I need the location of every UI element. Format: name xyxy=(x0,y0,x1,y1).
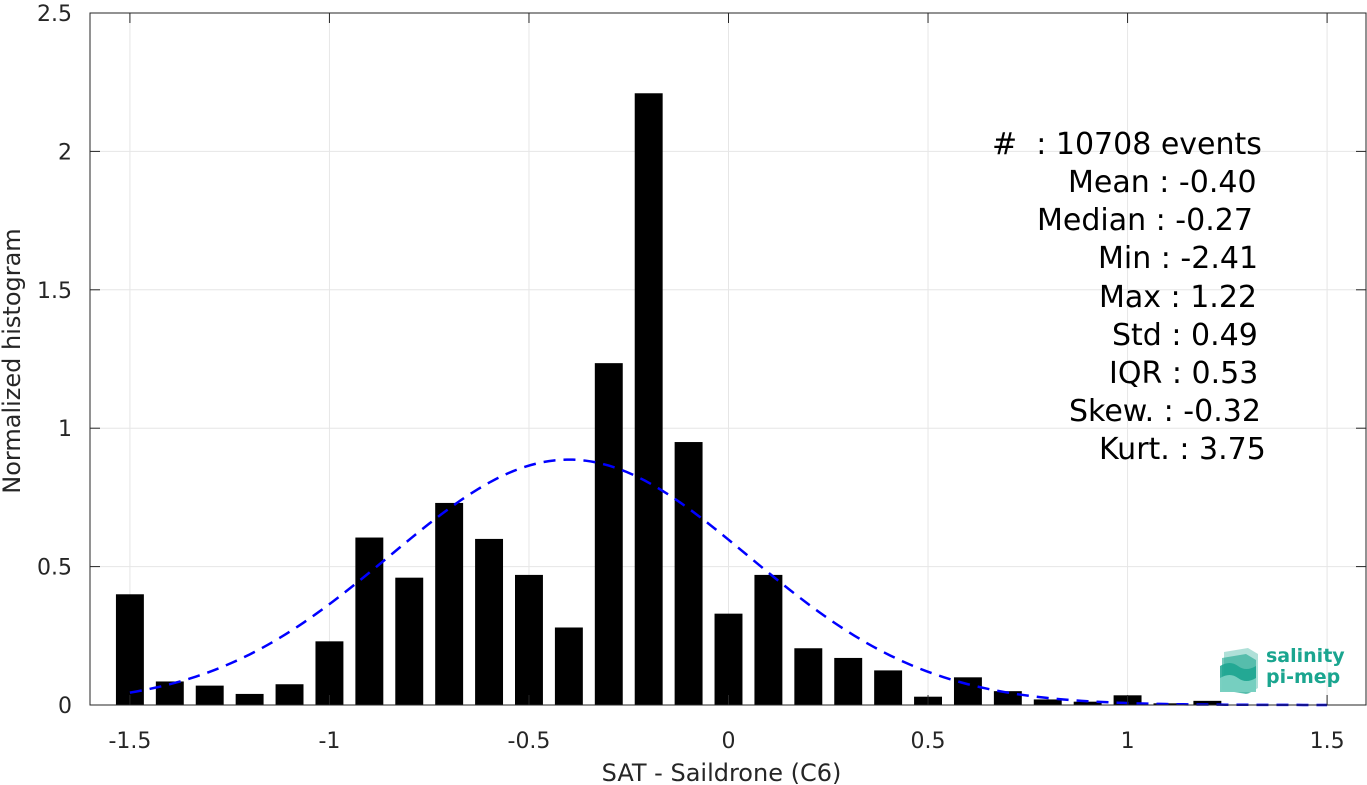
histogram-bar xyxy=(834,657,863,705)
logo-line2: pi-mep xyxy=(1266,666,1341,688)
histogram-bar xyxy=(195,685,224,705)
x-tick-label: 0.5 xyxy=(911,729,946,754)
y-tick-label: 1 xyxy=(58,417,72,442)
y-tick-label: 2.5 xyxy=(37,2,72,27)
histogram-bar xyxy=(554,627,583,705)
axis-ticks: -1.5 -1 -0.5 0 0.5 1 1.5 0 0.5 1 1.5 2 2.5 xyxy=(37,2,1366,754)
histogram-bar xyxy=(1193,700,1222,705)
stat-events: # : 10708 events xyxy=(992,127,1262,162)
x-tick-label: -0.5 xyxy=(508,729,551,754)
x-tick-label: 1 xyxy=(1121,729,1135,754)
stat-min: Min : -2.41 xyxy=(1098,241,1259,276)
histogram-bar xyxy=(953,677,982,705)
histogram-bar xyxy=(355,537,384,705)
histogram-bar xyxy=(515,574,543,705)
stats-block: # : 10708 events Mean : -0.40 Median : -… xyxy=(0,0,1266,467)
histogram-bar xyxy=(993,691,1022,705)
histogram-bar xyxy=(315,641,344,705)
histogram-bar xyxy=(754,574,783,705)
histogram-bars xyxy=(115,93,1222,706)
y-tick-label: 2 xyxy=(58,140,72,165)
histogram-bar xyxy=(714,613,743,705)
histogram-bar xyxy=(235,693,264,705)
stat-iqr: IQR : 0.53 xyxy=(1109,356,1259,391)
y-axis-label: Normalized histogram xyxy=(0,228,26,493)
histogram-bar xyxy=(1033,699,1062,705)
x-axis-label: SAT - Saildrone (C6) xyxy=(602,759,842,785)
histogram-bar xyxy=(275,684,304,705)
histogram-bar xyxy=(115,594,144,705)
histogram-bar xyxy=(674,442,703,705)
x-tick-label: -1.5 xyxy=(108,729,151,754)
salinity-pimep-logo: salinity pi-mep xyxy=(1218,646,1348,694)
histogram-bar xyxy=(594,363,623,705)
x-tick-label: 1.5 xyxy=(1310,729,1345,754)
x-tick-label: -1 xyxy=(318,729,340,754)
stat-skew: Skew. : -0.32 xyxy=(1069,394,1261,429)
logo-line1: salinity xyxy=(1266,645,1345,667)
y-tick-label: 0.5 xyxy=(37,556,72,581)
histogram-bar xyxy=(435,502,464,705)
histogram-bar xyxy=(634,93,663,706)
stat-max: Max : 1.22 xyxy=(1099,280,1257,315)
stat-std: Std : 0.49 xyxy=(1112,318,1258,353)
histogram-bar xyxy=(1073,701,1102,705)
stat-mean: Mean : -0.40 xyxy=(1068,165,1257,200)
histogram-bar xyxy=(395,577,424,705)
stat-median: Median : -0.27 xyxy=(1037,203,1253,238)
histogram-bar xyxy=(475,538,504,705)
histogram-bar xyxy=(155,681,184,705)
x-tick-label: 0 xyxy=(722,729,736,754)
logo-wave-icon xyxy=(1220,648,1258,694)
y-tick-label: 0 xyxy=(58,694,72,719)
y-tick-label: 1.5 xyxy=(37,279,72,304)
histogram-bar xyxy=(794,648,823,705)
histogram-bar xyxy=(874,670,903,705)
stat-kurt: Kurt. : 3.75 xyxy=(1099,432,1266,467)
